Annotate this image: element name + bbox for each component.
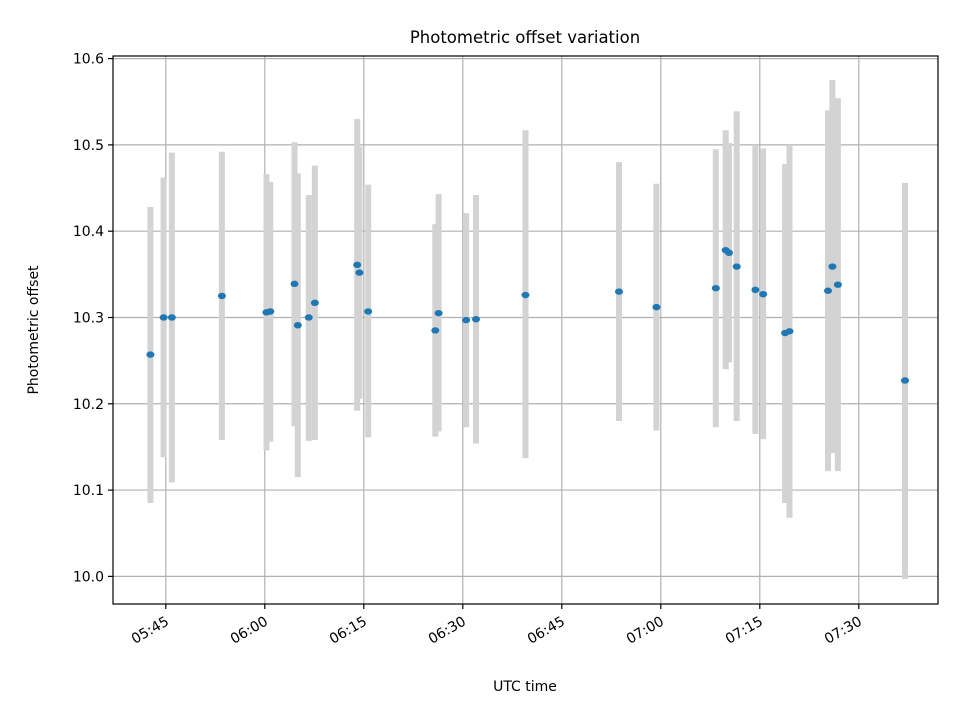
data-point xyxy=(833,281,842,288)
data-point xyxy=(732,263,741,270)
data-point xyxy=(159,314,168,321)
data-point xyxy=(434,309,443,317)
data-point xyxy=(355,269,364,276)
y-tick-label: 10.4 xyxy=(73,224,104,240)
y-axis-label: Photometric offset xyxy=(26,265,42,395)
data-point xyxy=(824,287,832,294)
chart-title: Photometric offset variation xyxy=(410,28,640,47)
data-point xyxy=(217,292,226,300)
x-axis-label: UTC time xyxy=(493,679,557,695)
data-point xyxy=(304,314,313,321)
data-point xyxy=(901,377,909,384)
data-point xyxy=(353,261,362,269)
data-point xyxy=(615,288,623,295)
data-point xyxy=(266,308,275,315)
data-points xyxy=(146,246,909,384)
data-point xyxy=(759,290,768,298)
data-point xyxy=(167,314,176,321)
y-tick-label: 10.0 xyxy=(73,569,104,585)
data-point xyxy=(711,284,720,292)
data-point xyxy=(785,328,794,335)
y-tick-label: 10.5 xyxy=(73,138,104,154)
y-tick-label: 10.6 xyxy=(73,52,104,68)
data-point xyxy=(290,280,299,288)
plot-frame xyxy=(112,55,939,605)
data-point xyxy=(293,322,302,329)
y-tick-label: 10.2 xyxy=(73,397,104,413)
data-point xyxy=(472,316,480,323)
data-point xyxy=(725,249,733,256)
y-tick-label: 10.3 xyxy=(73,310,104,326)
data-point xyxy=(146,351,155,358)
data-point xyxy=(310,299,319,307)
data-point xyxy=(751,286,760,294)
data-point xyxy=(364,308,373,315)
data-point xyxy=(462,316,471,324)
data-point xyxy=(521,291,530,299)
y-axis-ticks: 10.0 10.1 10.2 10.3 10.4 10.5 10.6 xyxy=(73,52,113,585)
data-point xyxy=(828,263,837,270)
data-point xyxy=(652,303,661,311)
y-tick-label: 10.1 xyxy=(73,483,104,499)
data-point xyxy=(431,327,440,334)
